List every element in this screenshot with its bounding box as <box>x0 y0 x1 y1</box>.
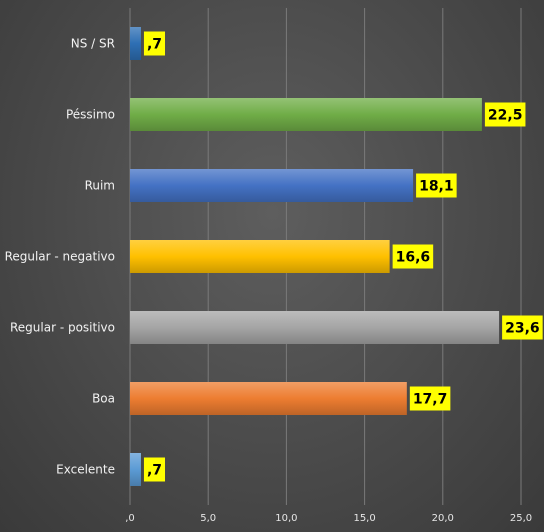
bar <box>130 311 500 344</box>
category-label: Regular - negativo <box>5 250 115 264</box>
svg-text:23,6: 23,6 <box>505 321 540 337</box>
data-labels: ,7 22,5 18,1 16,6 23,6 17,7 ,7 <box>143 31 543 482</box>
svg-text:17,7: 17,7 <box>413 392 448 408</box>
x-tick-label: ,0 <box>125 513 135 524</box>
bars <box>130 27 500 486</box>
bar <box>130 453 141 486</box>
data-label: ,7 <box>143 31 166 56</box>
data-label: 22,5 <box>484 102 526 127</box>
data-label: 17,7 <box>409 386 451 411</box>
bar <box>130 98 482 131</box>
category-label: NS / SR <box>71 37 115 51</box>
svg-text:22,5: 22,5 <box>488 108 523 124</box>
svg-text:,7: ,7 <box>147 463 162 479</box>
bar <box>130 382 407 415</box>
bar <box>130 240 390 273</box>
data-label: ,7 <box>143 457 166 482</box>
data-label: 18,1 <box>416 173 457 198</box>
svg-text:18,1: 18,1 <box>419 179 454 195</box>
bar <box>130 169 414 202</box>
data-label: 16,6 <box>392 244 434 269</box>
category-label: Excelente <box>56 463 115 477</box>
svg-text:16,6: 16,6 <box>396 250 431 266</box>
category-label: Boa <box>92 392 115 406</box>
x-tick-label: 20,0 <box>432 513 454 524</box>
category-label: Péssimo <box>66 108 115 122</box>
category-label: Ruim <box>85 179 115 193</box>
x-tick-label: 5,0 <box>200 513 216 524</box>
category-label: Regular - positivo <box>10 321 115 335</box>
x-tick-label: 10,0 <box>275 513 297 524</box>
x-tick-label: 25,0 <box>510 513 532 524</box>
data-label: 23,6 <box>502 315 543 340</box>
category-labels: NS / SR Péssimo Ruim Regular - negativo Regu… <box>5 37 115 477</box>
bar <box>130 27 141 60</box>
x-tick-label: 15,0 <box>353 513 375 524</box>
x-tick-labels: ,0 5,0 10,0 15,0 20,0 25,0 <box>125 513 532 524</box>
svg-text:,7: ,7 <box>147 37 162 53</box>
